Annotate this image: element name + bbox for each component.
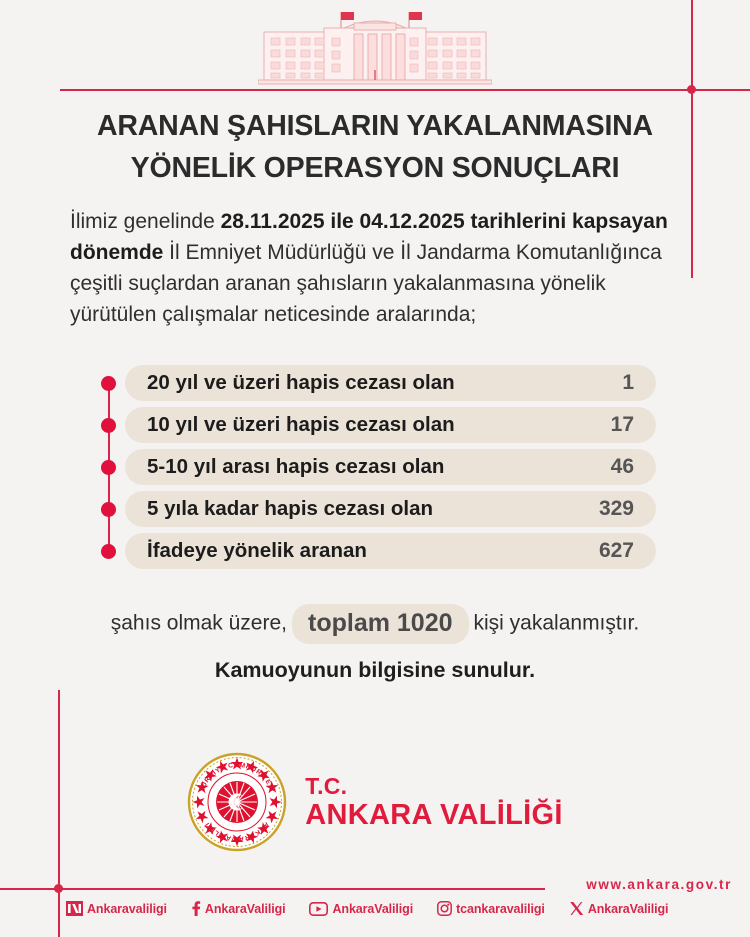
public-notice: Kamuoyunun bilgisine sunulur. — [214, 658, 536, 682]
result-value: 627 — [598, 539, 634, 562]
total-suffix: kişi yakalanmıştır. — [473, 611, 640, 635]
bullet-dot-icon — [101, 418, 117, 433]
crosshair-marker-bottom-left — [54, 884, 63, 893]
list-item: 10 yıl ve üzeri hapis cezası olan 17 — [96, 407, 656, 443]
youtube-icon — [309, 901, 329, 916]
page-title-line-1: ARANAN ŞAHISLARIN YAKALANMASINA — [97, 110, 653, 142]
logo-text: T.C. ANKARA VALİLİĞİ — [305, 772, 563, 831]
result-pill: İfadeye yönelik aranan 627 — [125, 533, 656, 569]
result-label: 5 yıla kadar hapis cezası olan — [147, 497, 434, 520]
results-list: 20 yıl ve üzeri hapis cezası olan 1 10 y… — [96, 365, 656, 575]
paragraph-part-3: İl Emniyet Müdürlüğü ve İl Jandarma Komu… — [70, 241, 662, 326]
decorative-line-bottom-horizontal — [0, 888, 545, 890]
total-line: şahıs olmak üzere, toplam 1020 kişi yakala… — [0, 604, 750, 644]
bullet-dot-icon — [101, 376, 117, 391]
social-handle: AnkaraValiligi — [332, 901, 414, 916]
crosshair-marker-top-right — [687, 85, 696, 94]
website-url[interactable]: www.ankara.gov.tr — [586, 877, 732, 892]
decorative-line-top-right — [691, 0, 693, 278]
result-label: 5-10 yıl arası hapis cezası olan — [147, 455, 445, 478]
list-item: İfadeye yönelik aranan 627 — [96, 533, 656, 569]
decorative-line-top-horizontal — [60, 89, 750, 91]
result-label: İfadeye yönelik aranan — [147, 539, 367, 562]
paragraph-dates: 28.11.2025 ile 04.12.2025 — [220, 210, 465, 233]
logo-tc-label: T.C. — [305, 772, 348, 799]
news-app-icon — [66, 901, 83, 916]
bullet-dot-icon — [101, 502, 117, 517]
result-label: 10 yıl ve üzeri hapis cezası olan — [147, 413, 455, 436]
list-item: 5-10 yıl arası hapis cezası olan 46 — [96, 449, 656, 485]
facebook-icon — [192, 901, 201, 916]
result-value: 1 — [622, 371, 634, 394]
social-link-x-twitter[interactable]: AnkaraValiligi — [569, 901, 669, 916]
social-handle: AnkaraValiligi — [204, 901, 286, 916]
social-link-youtube[interactable]: AnkaraValiligi — [309, 902, 413, 916]
result-pill: 10 yıl ve üzeri hapis cezası olan 17 — [125, 407, 656, 443]
paragraph-bold-2: tarihlerini kapsayan dönemde — [70, 210, 668, 264]
social-link-news-app[interactable]: Ankaravaliligi — [66, 901, 167, 916]
bullet-dot-icon — [101, 544, 117, 559]
result-pill: 20 yıl ve üzeri hapis cezası olan 1 — [125, 365, 656, 401]
social-link-facebook[interactable]: AnkaraValiligi — [191, 901, 286, 916]
result-value: 17 — [610, 413, 634, 436]
logo-name-label: ANKARA VALİLİĞİ — [305, 798, 563, 831]
intro-paragraph: İlimiz genelinde 28.11.2025 ile 04.12.20… — [70, 206, 684, 330]
logo-block: TÜRKİYE CUMHURİYETİ ANKARA VALİLİĞİ — [0, 752, 750, 852]
social-handle: tcankaravaliligi — [456, 901, 545, 916]
social-handle: AnkaraValiligi — [587, 901, 669, 916]
total-chip: toplam 1020 — [292, 604, 469, 644]
result-value: 46 — [610, 455, 634, 478]
instagram-icon — [437, 901, 453, 916]
social-handle: Ankaravaliligi — [87, 901, 167, 916]
page-title-line-2: YÖNELİK OPERASYON SONUÇLARI — [130, 152, 620, 184]
result-label: 20 yıl ve üzeri hapis cezası olan — [147, 371, 455, 394]
decorative-line-bottom-left — [58, 690, 60, 937]
list-item: 20 yıl ve üzeri hapis cezası olan 1 — [96, 365, 656, 401]
bullet-dot-icon — [101, 460, 117, 475]
result-pill: 5-10 yıl arası hapis cezası olan 46 — [125, 449, 656, 485]
result-value: 329 — [598, 497, 634, 520]
x-twitter-icon — [570, 902, 584, 915]
social-links-bar: Ankaravaliligi AnkaraValiligi AnkaraVali… — [66, 901, 669, 916]
social-link-instagram[interactable]: tcankaravaliligi — [437, 901, 545, 916]
paragraph-part-1: İlimiz genelinde — [70, 210, 221, 233]
result-pill: 5 yıla kadar hapis cezası olan 329 — [125, 491, 656, 527]
turkish-republic-seal-icon: TÜRKİYE CUMHURİYETİ ANKARA VALİLİĞİ — [187, 752, 287, 852]
total-prefix: şahıs olmak üzere, — [110, 611, 287, 635]
government-building-icon — [257, 4, 493, 88]
list-item: 5 yıla kadar hapis cezası olan 329 — [96, 491, 656, 527]
